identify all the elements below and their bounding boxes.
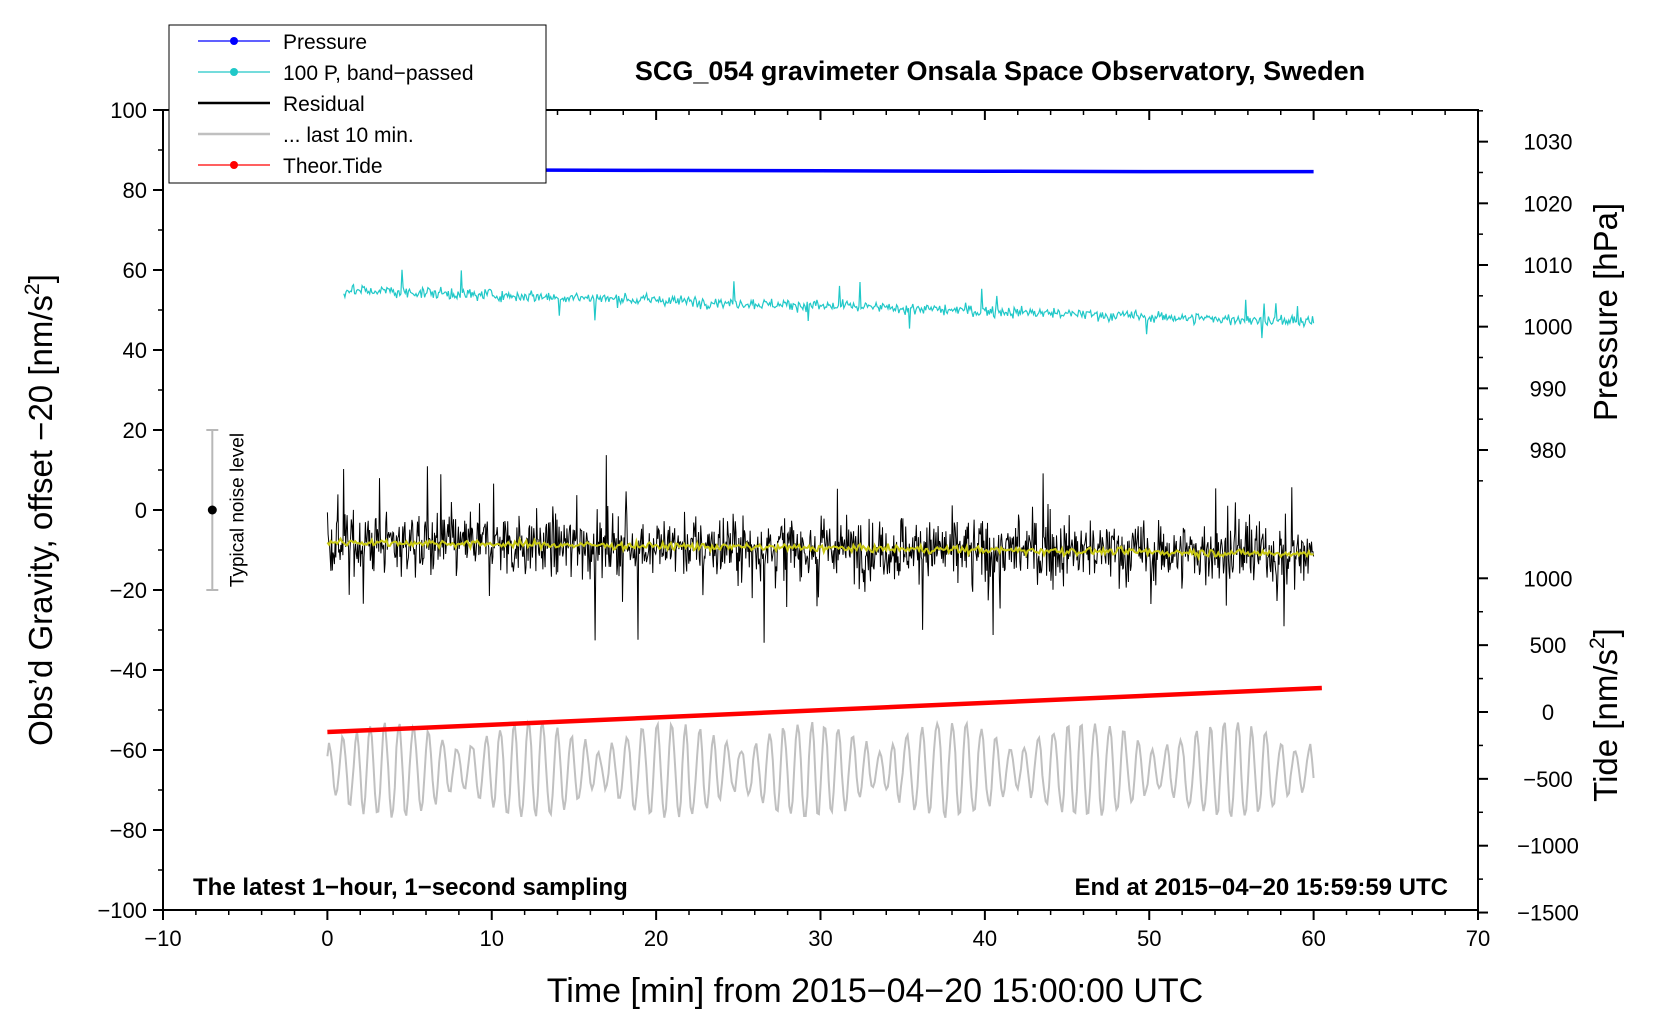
x-axis-label: Time [min] from 2015−04−20 15:00:00 UTC (547, 972, 1203, 1010)
legend-label-3: ... last 10 min. (283, 124, 414, 147)
x-tick-label: 20 (644, 926, 668, 951)
y-tick-label: −60 (110, 738, 147, 763)
series-theor-tide-line (327, 685, 1322, 735)
y-axis-label-tide-main: Tide [nm/s (1587, 649, 1624, 802)
axes-layer: −10 0 10 20 30 40 50 60 70−100−80−60−40−20020406… (97, 98, 1578, 951)
series-last-10-min-line (326, 719, 1315, 818)
series-residual-line (326, 455, 1315, 643)
x-tick-label: −10 (144, 926, 181, 951)
x-tick-label: 60 (1301, 926, 1325, 951)
x-tick-label: 30 (808, 926, 832, 951)
series-residual-smoothed-line (326, 535, 1314, 562)
pressure-tick-label: 1020 (1524, 191, 1573, 216)
y-tick-label: 100 (110, 98, 147, 123)
tide-tick-label: −1000 (1517, 834, 1579, 859)
y-tick-label: 40 (123, 338, 147, 363)
annotation-end-time: End at 2015−04−20 15:59:59 UTC (1074, 874, 1448, 901)
tide-tick-label: −1500 (1517, 901, 1579, 926)
y-tick-label: 60 (123, 258, 147, 283)
y-axis-label-left-main: Obs’d Gravity, offset −20 [nm/s (22, 295, 59, 746)
series-layer: Typical noise level (206, 168, 1322, 818)
y-tick-label: −80 (110, 818, 147, 843)
legend-marker-1 (230, 68, 238, 76)
pressure-tick-label: 980 (1530, 438, 1567, 463)
y-axis-label-left-sup: 2 (21, 283, 44, 295)
y-tick-label: −40 (110, 658, 147, 683)
x-tick-label: 70 (1466, 926, 1490, 951)
y-tick-label: −100 (97, 898, 147, 923)
annotation-sampling: The latest 1−hour, 1−second sampling (193, 874, 628, 901)
y-axis-label-tide: Tide [nm/s2] (1586, 628, 1624, 802)
pressure-tick-label: 1030 (1524, 130, 1573, 155)
tide-tick-label: 1000 (1524, 566, 1573, 591)
plot-frame (162, 109, 1479, 911)
pressure-tick-label: 1010 (1524, 253, 1573, 278)
y-tick-label: −20 (110, 578, 147, 603)
tide-tick-label: −500 (1523, 767, 1573, 792)
y-axis-label-tide-end: ] (1587, 628, 1624, 637)
legend: Pressure 100 P, band−passed Residual ... la… (198, 31, 474, 178)
noise-bar-label: Typical noise level (227, 433, 248, 587)
legend-label-1: 100 P, band−passed (283, 62, 474, 85)
chart-title: SCG_054 gravimeter Onsala Space Observat… (635, 56, 1365, 86)
legend-marker-4 (230, 161, 238, 169)
x-tick-label: 0 (321, 926, 333, 951)
pressure-tick-label: 1000 (1524, 315, 1573, 340)
x-tick-label: 50 (1137, 926, 1161, 951)
y-tick-label: 0 (135, 498, 147, 523)
legend-label-2: Residual (283, 93, 365, 116)
y-tick-label: 80 (123, 178, 147, 203)
tide-tick-label: 500 (1530, 633, 1567, 658)
y-axis-label-tide-sup: 2 (1586, 637, 1609, 649)
legend-marker-0 (230, 37, 238, 45)
y-tick-label: 20 (123, 418, 147, 443)
x-tick-label: 10 (480, 926, 504, 951)
y-axis-label-left: Obs’d Gravity, offset −20 [nm/s2] (21, 274, 59, 746)
x-tick-label: 40 (973, 926, 997, 951)
legend-label-0: Pressure (283, 31, 367, 54)
pressure-tick-label: 990 (1530, 376, 1567, 401)
tide-tick-label: 0 (1542, 700, 1554, 725)
series-band-passed-line (343, 269, 1315, 339)
y-axis-label-left-end: ] (22, 274, 59, 283)
y-axis-label-pressure: Pressure [hPa] (1587, 203, 1624, 421)
legend-label-4: Theor.Tide (283, 155, 383, 178)
noise-bar-center-dot (207, 505, 217, 515)
